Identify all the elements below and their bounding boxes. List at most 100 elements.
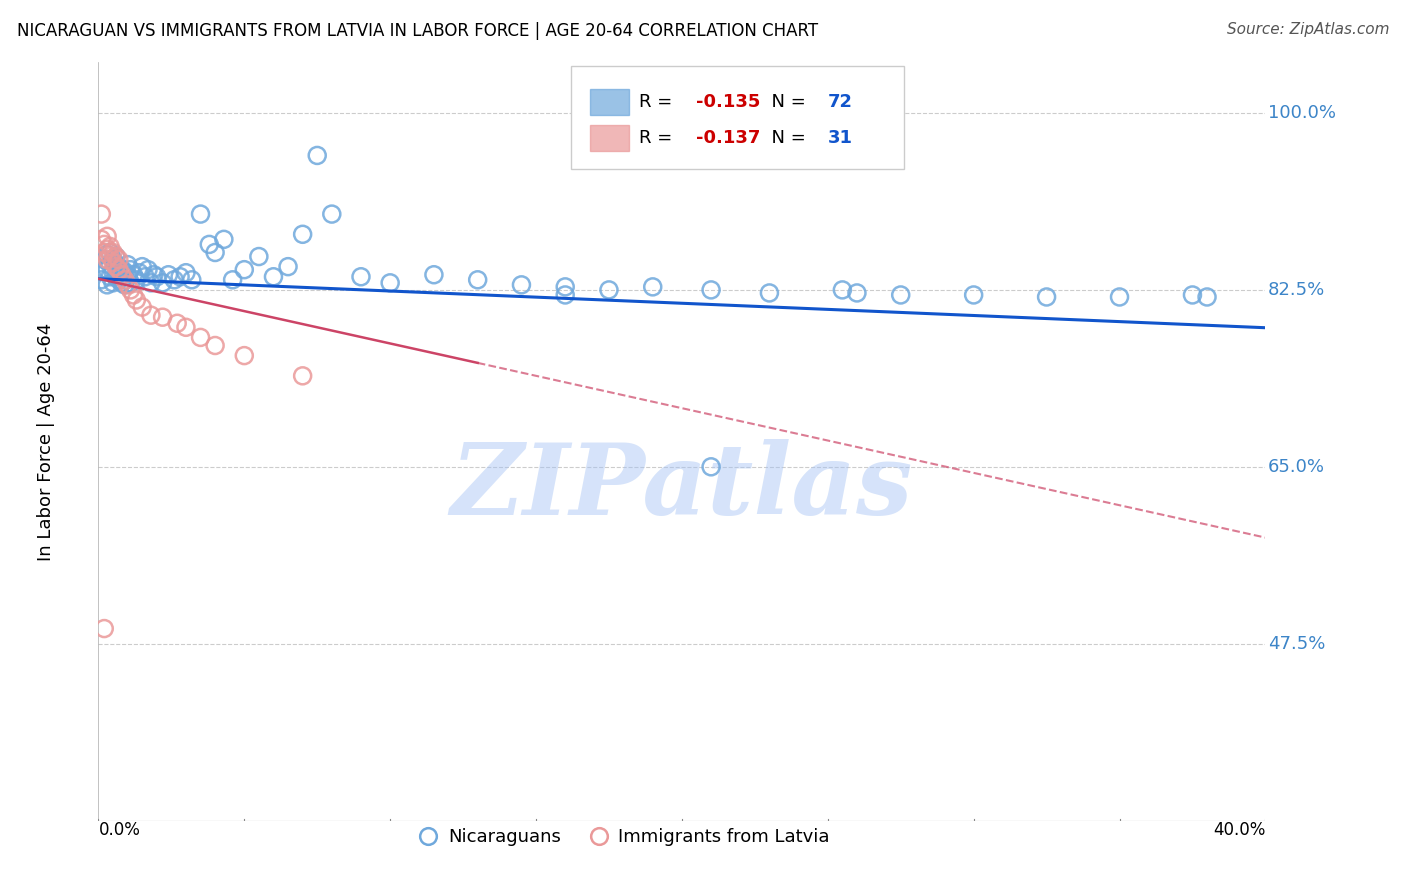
Point — [101, 255, 124, 269]
Point — [247, 250, 270, 264]
Point — [846, 285, 869, 300]
Point — [96, 229, 118, 244]
Point — [90, 207, 112, 221]
Point — [198, 237, 221, 252]
Point — [120, 262, 142, 277]
Point — [233, 262, 256, 277]
Point — [90, 273, 112, 287]
Text: Source: ZipAtlas.com: Source: ZipAtlas.com — [1226, 22, 1389, 37]
Point — [204, 245, 226, 260]
Point — [111, 262, 134, 277]
Point — [233, 349, 256, 363]
Legend: Nicaraguans, Immigrants from Latvia: Nicaraguans, Immigrants from Latvia — [411, 821, 837, 854]
Point — [180, 273, 202, 287]
Point — [108, 273, 131, 287]
Text: R =: R = — [638, 93, 678, 111]
Text: 40.0%: 40.0% — [1213, 821, 1265, 838]
Point — [120, 276, 142, 290]
Text: 72: 72 — [828, 93, 853, 111]
Point — [307, 148, 329, 162]
Point — [166, 316, 188, 330]
Point — [98, 269, 121, 284]
Point — [117, 258, 139, 272]
Point — [174, 266, 197, 280]
Point — [700, 283, 723, 297]
Point — [125, 273, 148, 287]
Point — [98, 258, 121, 272]
Point — [221, 273, 243, 287]
Text: N =: N = — [761, 93, 811, 111]
Point — [890, 288, 912, 302]
Point — [114, 265, 136, 279]
Point — [169, 269, 191, 284]
Point — [467, 273, 489, 287]
FancyBboxPatch shape — [589, 89, 630, 115]
Point — [96, 262, 118, 277]
Point — [93, 262, 115, 277]
Point — [190, 207, 212, 221]
Point — [122, 288, 145, 302]
Point — [122, 268, 145, 282]
Point — [277, 260, 299, 274]
Point — [101, 252, 124, 267]
Point — [700, 459, 723, 474]
Point — [104, 250, 127, 264]
Point — [117, 269, 139, 284]
Text: 100.0%: 100.0% — [1268, 104, 1336, 122]
Text: R =: R = — [638, 129, 678, 147]
Text: 47.5%: 47.5% — [1268, 635, 1324, 653]
Point — [93, 252, 115, 267]
Point — [262, 269, 284, 284]
Point — [98, 245, 121, 260]
Point — [190, 330, 212, 344]
Point — [131, 260, 153, 274]
Point — [554, 288, 576, 302]
Point — [125, 293, 148, 307]
Point — [96, 243, 118, 257]
Point — [554, 280, 576, 294]
Point — [131, 300, 153, 314]
Point — [93, 237, 115, 252]
Point — [128, 266, 150, 280]
Point — [831, 283, 853, 297]
Point — [758, 285, 780, 300]
Point — [134, 269, 156, 284]
Point — [98, 250, 121, 264]
Point — [152, 276, 174, 290]
Point — [1108, 290, 1130, 304]
Point — [120, 283, 142, 297]
Point — [1195, 290, 1218, 304]
Point — [101, 276, 124, 290]
Point — [139, 276, 162, 290]
Point — [598, 283, 620, 297]
Point — [641, 280, 664, 294]
Point — [212, 232, 235, 246]
Point — [111, 276, 134, 290]
Point — [98, 239, 121, 253]
Point — [96, 247, 118, 261]
FancyBboxPatch shape — [571, 66, 904, 169]
Text: 82.5%: 82.5% — [1268, 281, 1324, 299]
Point — [104, 260, 127, 274]
Point — [142, 268, 165, 282]
Point — [291, 368, 314, 383]
Point — [114, 277, 136, 292]
Point — [108, 252, 131, 267]
Text: In Labor Force | Age 20-64: In Labor Force | Age 20-64 — [37, 322, 55, 561]
Text: N =: N = — [761, 129, 811, 147]
Point — [350, 269, 373, 284]
Point — [291, 227, 314, 242]
Point — [510, 277, 533, 292]
Point — [204, 338, 226, 352]
Point — [93, 622, 115, 636]
Point — [111, 268, 134, 282]
Point — [1181, 288, 1204, 302]
Point — [174, 320, 197, 334]
Point — [104, 269, 127, 284]
Point — [163, 273, 186, 287]
Point — [104, 260, 127, 274]
Point — [146, 269, 169, 284]
FancyBboxPatch shape — [589, 126, 630, 151]
Point — [114, 273, 136, 287]
Point — [962, 288, 984, 302]
